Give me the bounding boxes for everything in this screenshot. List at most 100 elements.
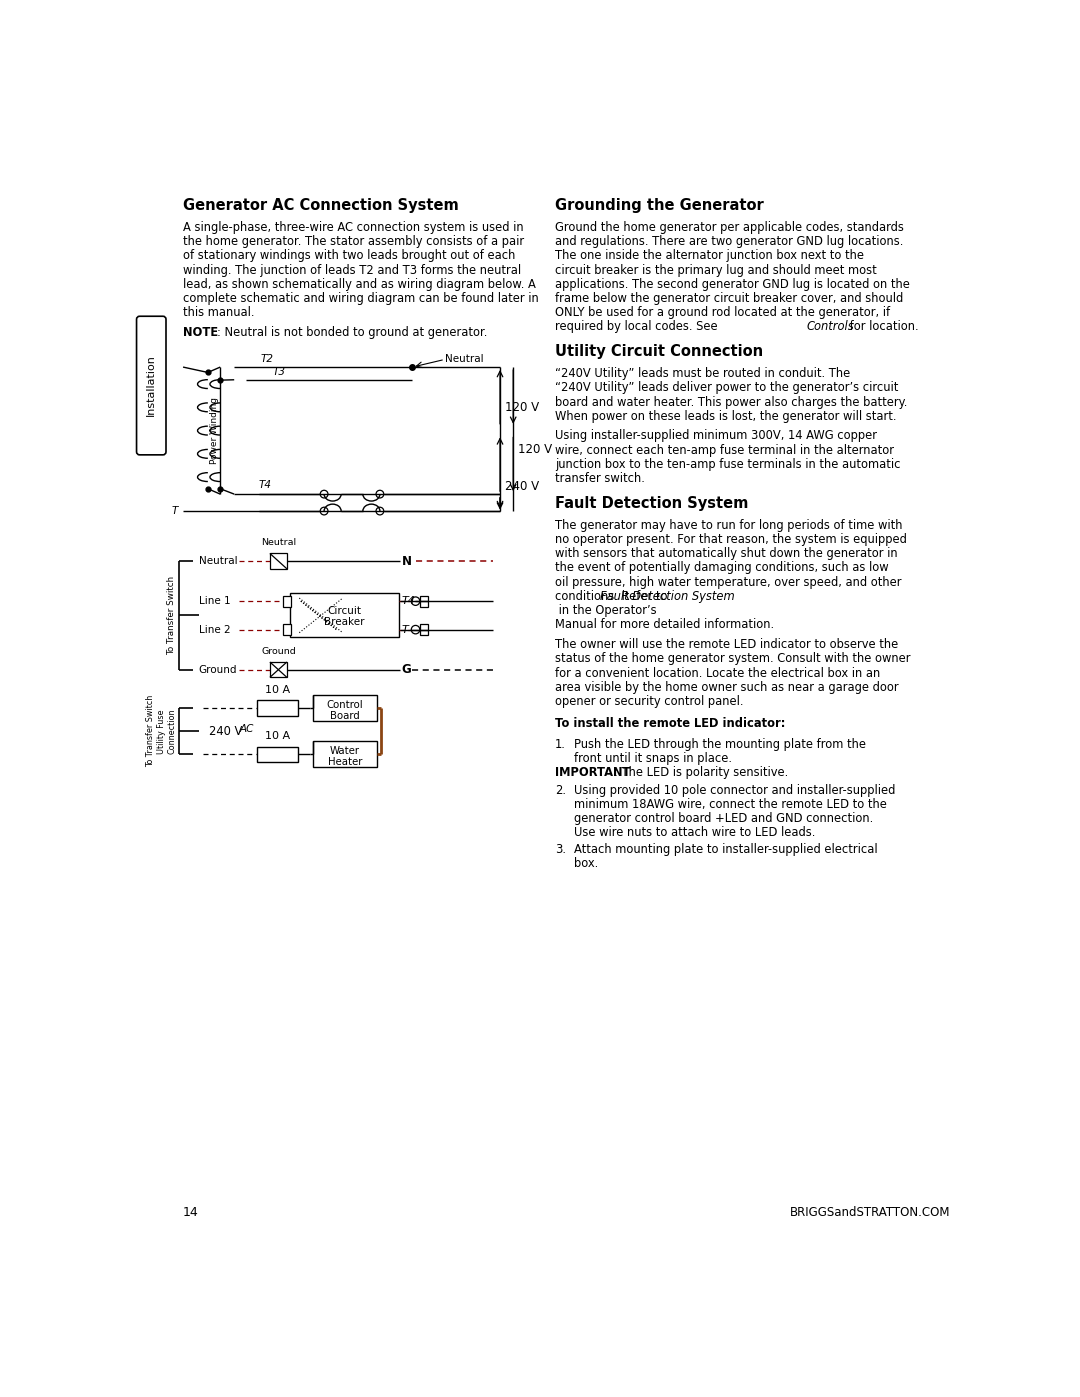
Text: 2.: 2. — [555, 784, 566, 796]
Bar — [283, 595, 291, 606]
Text: Push the LED through the mounting plate from the: Push the LED through the mounting plate … — [573, 738, 866, 750]
Text: To Transfer Switch
Utility Fuse
Connection: To Transfer Switch Utility Fuse Connecti… — [146, 696, 176, 767]
Text: Controls: Controls — [807, 320, 854, 334]
Text: T: T — [402, 624, 408, 634]
Text: 10 A: 10 A — [265, 685, 291, 696]
Text: with sensors that automatically shut down the generator in: with sensors that automatically shut dow… — [555, 548, 897, 560]
Text: 120 V: 120 V — [504, 401, 539, 414]
Text: : The LED is polarity sensitive.: : The LED is polarity sensitive. — [613, 767, 788, 780]
Text: “240V Utility” leads deliver power to the generator’s circuit: “240V Utility” leads deliver power to th… — [555, 381, 899, 394]
Text: Using provided 10 pole connector and installer-supplied: Using provided 10 pole connector and ins… — [573, 784, 895, 796]
Text: Neutral: Neutral — [445, 355, 484, 365]
Text: box.: box. — [573, 858, 598, 870]
Text: Installation: Installation — [146, 355, 157, 416]
Text: T: T — [172, 506, 178, 515]
Text: for a convenient location. Locate the electrical box in an: for a convenient location. Locate the el… — [555, 666, 880, 679]
Text: AC: AC — [240, 724, 254, 733]
Text: IMPORTANT: IMPORTANT — [555, 767, 631, 780]
Text: 240 V: 240 V — [504, 479, 539, 493]
Text: wire, connect each ten-amp fuse terminal in the alternator: wire, connect each ten-amp fuse terminal… — [555, 444, 894, 457]
Text: Line 1: Line 1 — [199, 597, 230, 606]
Text: area visible by the home owner such as near a garage door: area visible by the home owner such as n… — [555, 680, 899, 694]
Text: 14: 14 — [183, 1206, 199, 1218]
Text: Grounding the Generator: Grounding the Generator — [555, 197, 764, 212]
Text: To install the remote LED indicator:: To install the remote LED indicator: — [555, 717, 785, 731]
Bar — [257, 746, 298, 763]
Text: frame below the generator circuit breaker cover, and should: frame below the generator circuit breake… — [555, 292, 903, 305]
Text: The owner will use the remote LED indicator to observe the: The owner will use the remote LED indica… — [555, 638, 899, 651]
Bar — [313, 696, 377, 721]
Text: complete schematic and wiring diagram can be found later in: complete schematic and wiring diagram ca… — [183, 292, 539, 305]
Text: the event of potentially damaging conditions, such as low: the event of potentially damaging condit… — [555, 562, 889, 574]
Text: BRIGGSandSTRATTON.COM: BRIGGSandSTRATTON.COM — [789, 1206, 950, 1218]
Text: T4: T4 — [402, 597, 416, 606]
Text: the home generator. The stator assembly consists of a pair: the home generator. The stator assembly … — [183, 235, 524, 249]
Text: this manual.: this manual. — [183, 306, 255, 320]
Text: Control: Control — [327, 700, 363, 710]
Text: Manual for more detailed information.: Manual for more detailed information. — [555, 619, 774, 631]
Text: front until it snaps in place.: front until it snaps in place. — [573, 752, 731, 766]
Text: 120 V: 120 V — [517, 443, 552, 457]
Text: The generator may have to run for long periods of time with: The generator may have to run for long p… — [555, 518, 903, 532]
Text: and regulations. There are two generator GND lug locations.: and regulations. There are two generator… — [555, 235, 904, 249]
Text: status of the home generator system. Consult with the owner: status of the home generator system. Con… — [555, 652, 910, 665]
Text: “240V Utility” leads must be routed in conduit. The: “240V Utility” leads must be routed in c… — [555, 367, 850, 380]
FancyBboxPatch shape — [136, 316, 166, 455]
Text: Use wire nuts to attach wire to LED leads.: Use wire nuts to attach wire to LED lead… — [573, 827, 815, 840]
Text: T4: T4 — [259, 479, 272, 489]
Text: Line 2: Line 2 — [199, 624, 230, 634]
Bar — [420, 595, 428, 606]
Text: Water: Water — [330, 746, 360, 756]
Text: 10 A: 10 A — [265, 731, 291, 742]
Text: lead, as shown schematically and as wiring diagram below. A: lead, as shown schematically and as wiri… — [183, 278, 536, 291]
Text: oil pressure, high water temperature, over speed, and other: oil pressure, high water temperature, ov… — [555, 576, 902, 588]
Text: To Transfer Switch: To Transfer Switch — [167, 576, 176, 655]
Text: A single-phase, three-wire AC connection system is used in: A single-phase, three-wire AC connection… — [183, 221, 524, 233]
Text: Neutral: Neutral — [199, 556, 238, 566]
Text: 240 V: 240 V — [208, 725, 242, 738]
Bar — [257, 700, 298, 715]
Text: : Neutral is not bonded to ground at generator.: : Neutral is not bonded to ground at gen… — [217, 326, 487, 339]
Text: Power Winding: Power Winding — [210, 397, 218, 464]
Text: Neutral: Neutral — [260, 538, 296, 548]
Text: Ground: Ground — [261, 647, 296, 655]
Text: for location.: for location. — [846, 320, 918, 334]
Text: N: N — [402, 555, 411, 567]
Text: G: G — [402, 664, 411, 676]
Text: required by local codes. See: required by local codes. See — [555, 320, 721, 334]
Text: Attach mounting plate to installer-supplied electrical: Attach mounting plate to installer-suppl… — [573, 842, 877, 856]
Text: Utility Circuit Connection: Utility Circuit Connection — [555, 344, 764, 359]
Bar — [313, 742, 377, 767]
Text: Board: Board — [330, 711, 360, 721]
Text: T3: T3 — [272, 366, 285, 377]
Text: When power on these leads is lost, the generator will start.: When power on these leads is lost, the g… — [555, 409, 896, 423]
Text: NOTE: NOTE — [183, 326, 218, 339]
Text: T2: T2 — [260, 353, 273, 365]
Bar — [270, 553, 287, 569]
Text: Heater: Heater — [328, 757, 362, 767]
Text: Fault Detection System: Fault Detection System — [599, 590, 734, 604]
Text: in the Operator’s: in the Operator’s — [555, 605, 657, 617]
Bar — [291, 594, 399, 637]
Bar — [270, 662, 287, 678]
Text: of stationary windings with two leads brought out of each: of stationary windings with two leads br… — [183, 249, 515, 263]
Bar — [283, 624, 291, 636]
Text: conditions. Refer to: conditions. Refer to — [555, 590, 671, 604]
Text: 1.: 1. — [555, 738, 566, 750]
Text: Generator AC Connection System: Generator AC Connection System — [183, 197, 459, 212]
Text: winding. The junction of leads T2 and T3 forms the neutral: winding. The junction of leads T2 and T3… — [183, 264, 522, 277]
Text: junction box to the ten-amp fuse terminals in the automatic: junction box to the ten-amp fuse termina… — [555, 458, 901, 471]
Text: transfer switch.: transfer switch. — [555, 472, 645, 485]
Text: Breaker: Breaker — [324, 617, 365, 627]
Text: opener or security control panel.: opener or security control panel. — [555, 696, 743, 708]
Text: Fault Detection System: Fault Detection System — [555, 496, 748, 511]
Text: Circuit: Circuit — [327, 606, 361, 616]
Text: 3.: 3. — [555, 842, 566, 856]
Text: Ground the home generator per applicable codes, standards: Ground the home generator per applicable… — [555, 221, 904, 233]
Text: board and water heater. This power also charges the battery.: board and water heater. This power also … — [555, 395, 907, 408]
Bar — [420, 624, 428, 636]
Text: ONLY be used for a ground rod located at the generator, if: ONLY be used for a ground rod located at… — [555, 306, 890, 320]
Text: applications. The second generator GND lug is located on the: applications. The second generator GND l… — [555, 278, 910, 291]
Text: The one inside the alternator junction box next to the: The one inside the alternator junction b… — [555, 249, 864, 263]
Text: Ground: Ground — [199, 665, 237, 675]
